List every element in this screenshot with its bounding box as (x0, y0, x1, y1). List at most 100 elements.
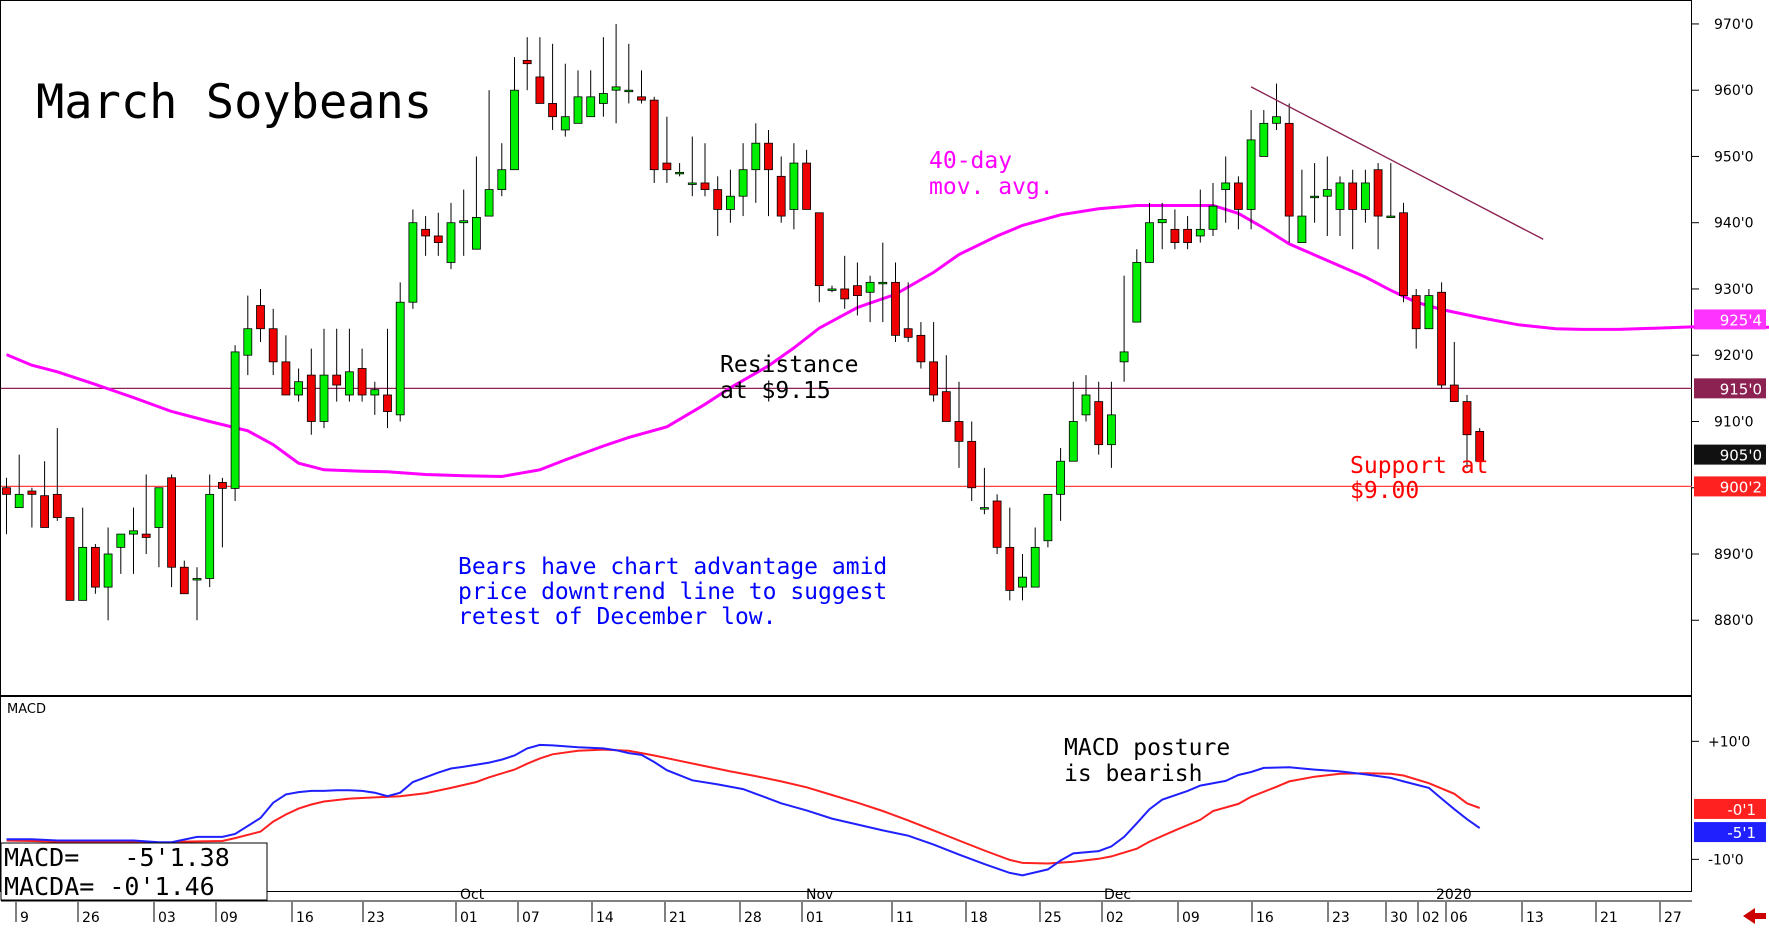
candle-up (371, 390, 379, 395)
date-tick-label: 30 (1390, 910, 1408, 926)
date-tick-label: 09 (1182, 910, 1200, 926)
candle-down (930, 362, 938, 395)
candle-down (180, 567, 188, 594)
candle-up (1273, 117, 1281, 124)
candle-down (282, 362, 290, 395)
candle-up (511, 90, 519, 170)
candle-down (53, 494, 61, 517)
price-tick-label: 930'0 (1714, 282, 1753, 298)
candle-up (587, 97, 595, 117)
candle-up (409, 223, 417, 303)
price-axis: 970'0960'0950'0940'0930'0920'0910'0900'0… (1692, 17, 1766, 629)
candle-down (333, 375, 341, 385)
ma-price-tag: 925'4 (1720, 311, 1762, 329)
candle-up (790, 163, 798, 209)
candle-up (117, 534, 125, 547)
candle-up (1222, 183, 1230, 190)
candle-up (320, 375, 328, 421)
date-tick-label: 26 (82, 910, 100, 926)
candle-down (28, 491, 36, 494)
candle-up (1425, 296, 1433, 329)
candle-up (295, 382, 303, 395)
current-price-tag: 905'0 (1720, 447, 1762, 465)
candle-up (1057, 461, 1065, 494)
candle-down (422, 229, 430, 236)
resistance-price-tag: 915'0 (1720, 380, 1762, 398)
bear-annotation-line-1: Bears have chart advantage amid (458, 554, 887, 580)
candle-down (549, 103, 557, 116)
candle-up (193, 579, 201, 581)
date-tick-label: 2020 (1436, 887, 1472, 903)
date-tick-label: 28 (744, 910, 762, 926)
candle-up (688, 183, 696, 185)
support-price-tag: 900'2 (1720, 478, 1762, 496)
candle-down (638, 97, 646, 100)
candle-down (1184, 229, 1192, 242)
candle-up (612, 87, 620, 90)
candle-up (980, 508, 988, 510)
date-tick-label: 03 (158, 910, 176, 926)
scroll-left-arrow-icon[interactable] (1743, 908, 1766, 924)
candle-up (1031, 547, 1039, 587)
candle-up (104, 554, 112, 587)
candle-down (269, 329, 277, 362)
date-tick-label: 25 (1044, 910, 1062, 926)
date-tick-label: Nov (806, 887, 833, 903)
candle-up (828, 289, 836, 291)
price-tick-label: 880'0 (1714, 613, 1753, 629)
candle-up (155, 488, 163, 528)
macd-tick-label: +10'0 (1708, 734, 1750, 750)
candle-down (892, 282, 900, 335)
candle-up (1196, 229, 1204, 236)
candle-down (1374, 170, 1382, 216)
candle-down (257, 306, 265, 329)
candle-up (625, 90, 633, 92)
macd-tick-label: -10'0 (1708, 852, 1744, 868)
candle-down (803, 163, 811, 209)
candle-up (498, 170, 506, 190)
support-annotation-line-2: $9.00 (1350, 478, 1419, 504)
candle-down (815, 213, 823, 286)
candle-up (1387, 216, 1395, 218)
candle-up (676, 172, 684, 174)
candle-up (231, 352, 239, 488)
date-tick-label: Oct (460, 887, 485, 903)
chart-frame (1, 1, 1692, 892)
candle-up (1298, 216, 1306, 243)
candle-up (206, 494, 214, 578)
date-tick-label: 06 (1450, 910, 1468, 926)
candle-down (714, 190, 722, 210)
candle-up (739, 170, 747, 197)
candle-up (1019, 577, 1027, 587)
candle-down (1285, 123, 1293, 216)
candle-down (663, 163, 671, 170)
macd-panel: +10'0-10'0-0'1-5'1 (7, 734, 1767, 875)
candle-up (1361, 183, 1369, 210)
candle-down (1006, 547, 1014, 590)
candle-up (561, 117, 569, 130)
candle-up (485, 190, 493, 217)
candle-up (396, 302, 404, 415)
date-tick-label: 01 (806, 910, 824, 926)
price-tick-label: 920'0 (1714, 348, 1753, 364)
candle-down (168, 478, 176, 567)
ma-annotation-line-2: mov. avg. (929, 174, 1054, 200)
date-tick-label: 16 (296, 910, 314, 926)
candle-up (130, 531, 138, 534)
candle-down (1349, 183, 1357, 210)
macd-value-tag: -5'1 (1727, 824, 1756, 842)
candle-up (447, 223, 455, 263)
candle-down (1095, 402, 1103, 445)
candle-down (1400, 213, 1408, 296)
candle-down (1438, 292, 1446, 385)
macd-note-line-2: is bearish (1064, 761, 1202, 787)
macd-readout-value: MACD= -5'1.38 (4, 843, 230, 872)
date-tick-label: 21 (669, 910, 687, 926)
macda-readout-value: MACDA= -0'1.46 (4, 872, 215, 901)
chart-title: March Soybeans (36, 75, 432, 130)
candle-down (777, 176, 785, 216)
price-tick-label: 910'0 (1714, 414, 1753, 430)
candle-down (536, 77, 544, 104)
downtrend-line (1251, 87, 1543, 239)
